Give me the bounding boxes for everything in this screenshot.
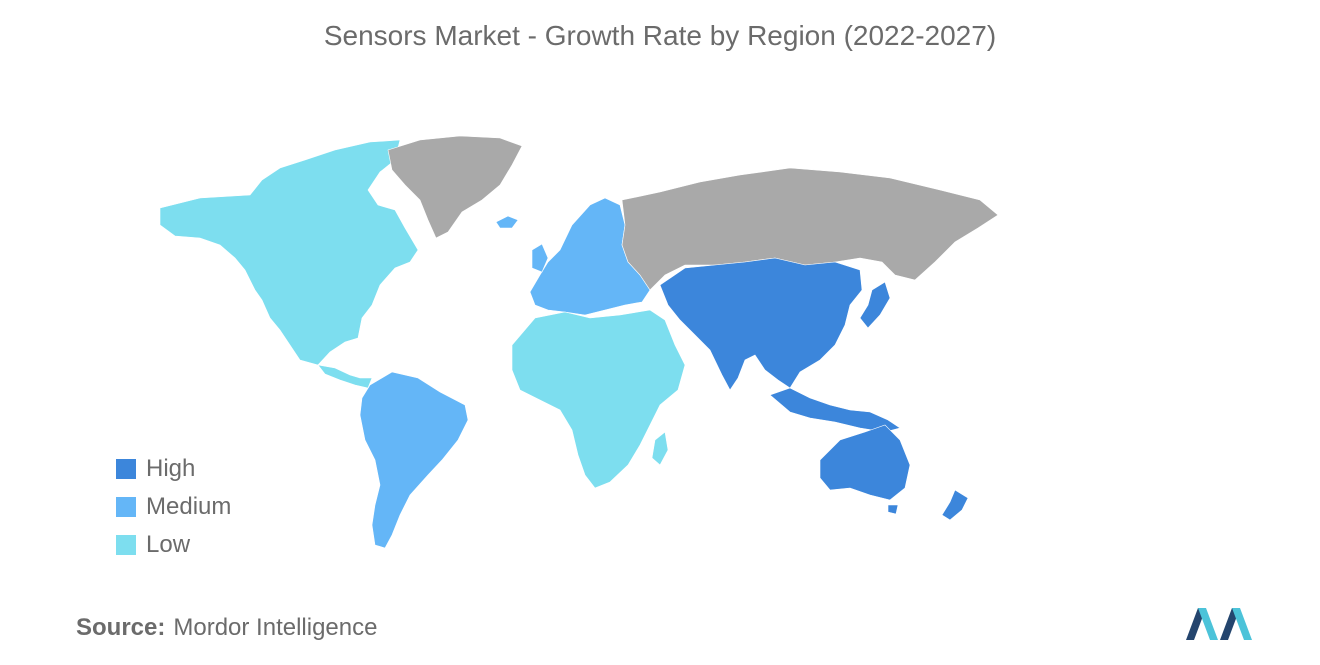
region-uk [531, 243, 549, 273]
region-russia [621, 167, 999, 291]
logo-right-light [1232, 608, 1252, 640]
source-line: Source: Mordor Intelligence [76, 614, 377, 642]
region-southeast-asia [769, 387, 901, 433]
region-north-america [159, 139, 419, 366]
legend-item-medium: Medium [116, 488, 231, 526]
legend-swatch-medium [116, 497, 136, 517]
region-tasmania [887, 504, 899, 515]
region-new-zealand [941, 489, 969, 521]
legend-item-high: High [116, 450, 231, 488]
legend-label-low: Low [146, 531, 191, 558]
source-label: Source: [76, 614, 166, 641]
region-japan [859, 281, 891, 329]
legend-label-high: High [146, 455, 196, 482]
region-central-america [317, 364, 373, 389]
source-value: Mordor Intelligence [173, 614, 378, 641]
chart-title: Sensors Market - Growth Rate by Region (… [323, 20, 997, 51]
legend-label-medium: Medium [146, 493, 232, 520]
legend: High Medium Low [116, 450, 231, 564]
mordor-intelligence-logo-icon [1186, 608, 1252, 640]
region-south-america [359, 371, 469, 549]
region-australia [819, 424, 911, 501]
region-europe [529, 197, 651, 316]
region-greenland [387, 135, 523, 239]
region-iceland [495, 215, 519, 229]
region-madagascar [651, 431, 669, 466]
legend-swatch-low [116, 535, 136, 555]
legend-swatch-high [116, 459, 136, 479]
legend-item-low: Low [116, 526, 231, 564]
region-asia-pacific [659, 257, 863, 391]
region-middle-east-africa [511, 309, 686, 489]
logo-left-light [1198, 608, 1218, 640]
